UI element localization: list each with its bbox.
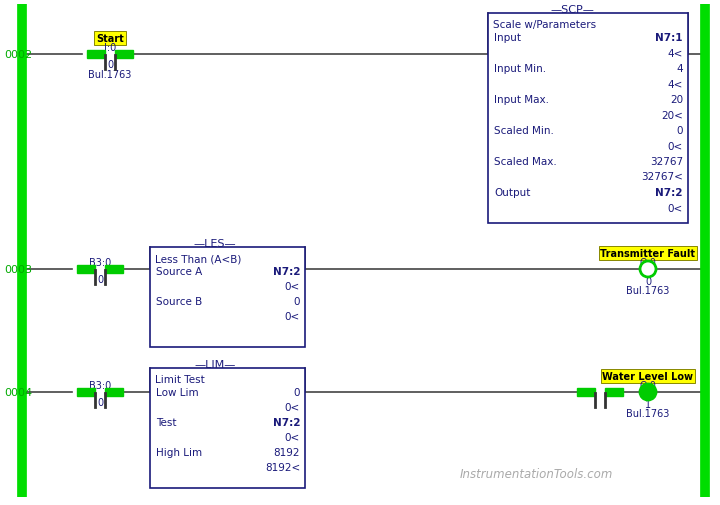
Text: Less Than (A<B): Less Than (A<B) xyxy=(155,254,241,264)
Text: 8192: 8192 xyxy=(274,447,300,457)
Text: 0: 0 xyxy=(107,60,113,70)
Text: 0: 0 xyxy=(294,387,300,397)
Text: —LES—: —LES— xyxy=(194,238,236,248)
Bar xyxy=(577,388,595,396)
Text: Bul.1763: Bul.1763 xyxy=(626,285,670,295)
Text: 20<: 20< xyxy=(661,110,683,120)
Text: N7:2: N7:2 xyxy=(272,417,300,427)
Text: Scale w/Parameters: Scale w/Parameters xyxy=(493,20,596,30)
Text: 0: 0 xyxy=(645,276,651,286)
Bar xyxy=(150,247,305,347)
Text: 0<: 0< xyxy=(284,402,300,412)
Text: Transmitter Fault: Transmitter Fault xyxy=(600,248,696,259)
Text: High Lim: High Lim xyxy=(156,447,202,457)
Text: 0<: 0< xyxy=(284,281,300,291)
Text: 0: 0 xyxy=(677,126,683,136)
Text: O:0: O:0 xyxy=(639,258,657,268)
Text: Scaled Min.: Scaled Min. xyxy=(494,126,554,136)
Text: Input: Input xyxy=(494,33,521,43)
Text: 8192<: 8192< xyxy=(265,462,300,472)
Text: 4<: 4< xyxy=(667,48,683,59)
Text: Low Lim: Low Lim xyxy=(156,387,199,397)
Text: Source A: Source A xyxy=(156,267,202,276)
Text: —SCP—: —SCP— xyxy=(550,5,594,15)
Bar xyxy=(87,51,105,59)
Text: InstrumentationTools.com: InstrumentationTools.com xyxy=(460,468,613,481)
Text: Bul.1763: Bul.1763 xyxy=(89,70,132,80)
Text: 0<: 0< xyxy=(667,141,683,151)
Text: 0<: 0< xyxy=(284,432,300,442)
Text: I:0: I:0 xyxy=(104,43,116,53)
Text: 32767<: 32767< xyxy=(641,172,683,182)
Bar xyxy=(105,388,123,396)
Text: B3:0: B3:0 xyxy=(89,258,111,268)
Text: 0: 0 xyxy=(97,274,103,284)
Text: —LIM—: —LIM— xyxy=(194,359,235,369)
Text: 4: 4 xyxy=(676,64,683,74)
Text: 4<: 4< xyxy=(667,79,683,89)
Circle shape xyxy=(640,262,656,277)
Text: 32767: 32767 xyxy=(650,157,683,167)
Text: B3:0: B3:0 xyxy=(89,380,111,390)
Text: 1: 1 xyxy=(645,399,651,409)
Text: Bul.1763: Bul.1763 xyxy=(626,408,670,418)
Bar xyxy=(605,388,623,396)
Text: Limit Test: Limit Test xyxy=(155,374,204,384)
Text: 0: 0 xyxy=(97,397,103,407)
Text: O:0: O:0 xyxy=(639,380,657,390)
Text: N7:1: N7:1 xyxy=(655,33,683,43)
Bar xyxy=(115,51,133,59)
Text: Scaled Max.: Scaled Max. xyxy=(494,157,557,167)
Bar xyxy=(150,368,305,488)
Text: 0<: 0< xyxy=(667,203,683,213)
Text: Test: Test xyxy=(156,417,176,427)
Text: N7:2: N7:2 xyxy=(655,188,683,197)
Text: 0002: 0002 xyxy=(4,50,32,60)
Text: 20: 20 xyxy=(670,95,683,105)
Bar xyxy=(105,266,123,274)
Text: Output: Output xyxy=(494,188,531,197)
Text: Source B: Source B xyxy=(156,296,202,307)
Text: Start: Start xyxy=(96,34,124,44)
Text: 0004: 0004 xyxy=(4,387,32,397)
Text: Input Max.: Input Max. xyxy=(494,95,549,105)
Bar xyxy=(488,14,688,224)
Text: N7:2: N7:2 xyxy=(272,267,300,276)
Text: Water Level Low: Water Level Low xyxy=(603,371,693,381)
Text: 0<: 0< xyxy=(284,312,300,321)
Bar xyxy=(77,266,95,274)
Bar xyxy=(77,388,95,396)
Text: 0: 0 xyxy=(294,296,300,307)
Text: Input Min.: Input Min. xyxy=(494,64,546,74)
Circle shape xyxy=(640,384,656,400)
Text: 0003: 0003 xyxy=(4,265,32,274)
